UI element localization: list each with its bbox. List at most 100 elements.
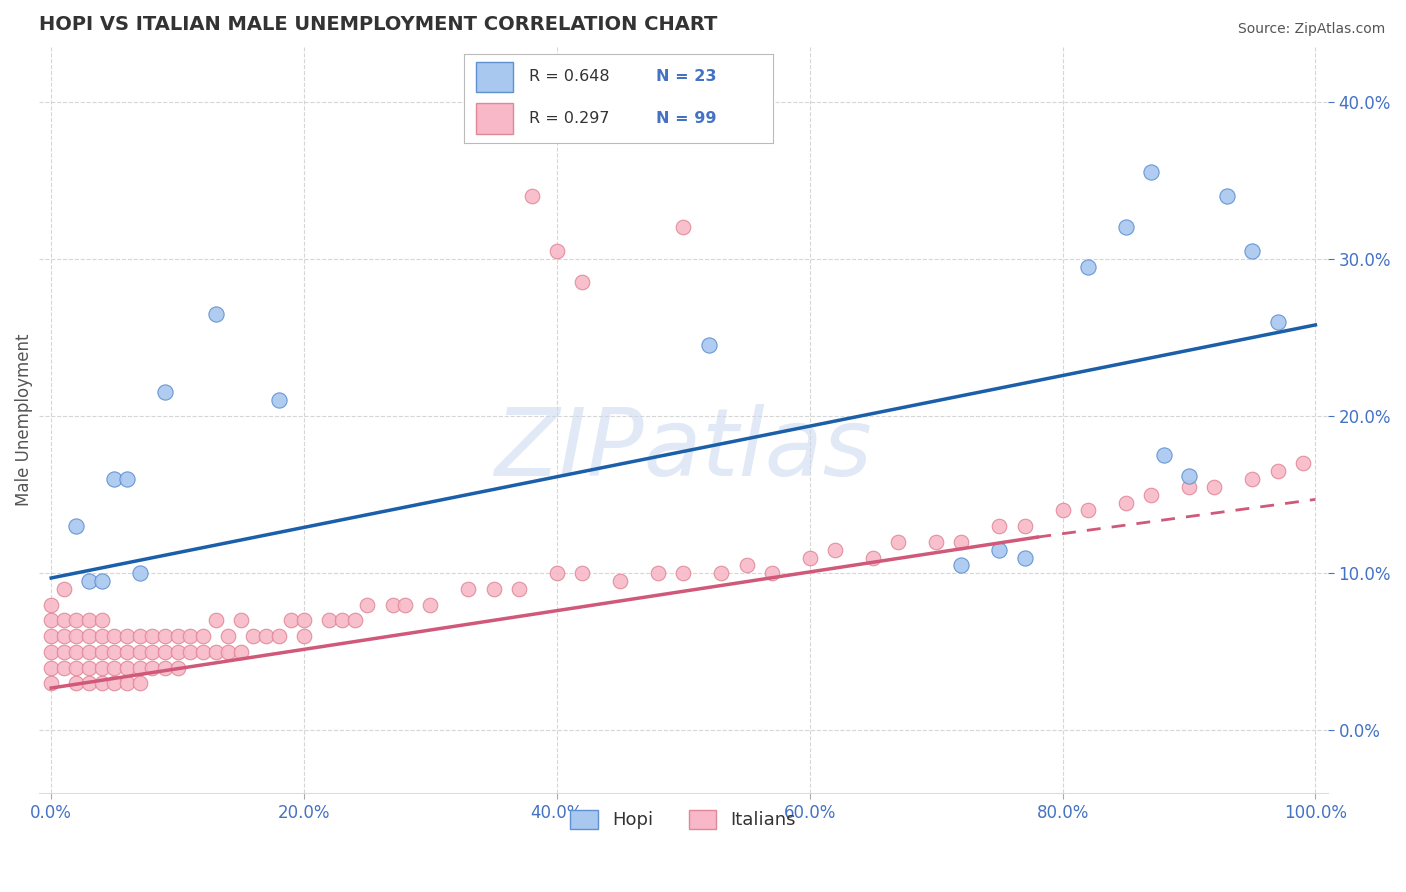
Point [90,629,112,643]
Point [343,614,366,628]
Point [229,645,252,659]
Point [153,629,176,643]
Text: N = 23: N = 23 [655,70,716,84]
Point [988,542,1011,557]
Point [90,660,112,674]
Point [39,598,62,612]
Point [292,629,315,643]
Point [141,660,163,674]
Point [457,582,479,596]
Text: HOPI VS ITALIAN MALE UNEMPLOYMENT CORRELATION CHART: HOPI VS ITALIAN MALE UNEMPLOYMENT CORREL… [38,15,717,34]
Point [52,660,75,674]
FancyBboxPatch shape [477,103,513,134]
Point [1216,189,1239,203]
Point [381,598,404,612]
Point [52,629,75,643]
Point [1052,503,1074,517]
Point [115,676,138,690]
Point [571,276,593,290]
Point [482,582,505,596]
Point [65,660,87,674]
Text: R = 0.297: R = 0.297 [529,112,609,126]
Point [77,660,100,674]
Point [520,189,543,203]
Point [710,566,733,581]
Point [39,645,62,659]
Point [90,574,112,588]
Point [90,676,112,690]
Point [103,629,125,643]
Point [166,660,188,674]
Point [988,519,1011,533]
Point [1241,244,1264,258]
Point [153,385,176,400]
Point [217,629,239,643]
Point [52,614,75,628]
Point [103,472,125,486]
Text: ZIPatlas: ZIPatlas [495,404,872,495]
Point [1267,464,1289,478]
Point [1077,260,1099,274]
Point [1115,495,1137,509]
Point [254,629,277,643]
Point [115,660,138,674]
Point [191,645,214,659]
Point [318,614,340,628]
Y-axis label: Male Unemployment: Male Unemployment [15,334,32,507]
Point [77,629,100,643]
Point [204,307,226,321]
Point [672,566,695,581]
Point [697,338,720,352]
Point [128,645,150,659]
Point [1178,480,1201,494]
Point [356,598,378,612]
Point [267,393,290,408]
Point [267,629,290,643]
Text: N = 99: N = 99 [655,112,716,126]
Point [609,574,631,588]
Text: Source: ZipAtlas.com: Source: ZipAtlas.com [1237,22,1385,37]
Point [39,614,62,628]
Point [1241,472,1264,486]
Point [1178,468,1201,483]
Point [90,614,112,628]
FancyBboxPatch shape [477,62,513,92]
Point [1153,449,1175,463]
Point [330,614,353,628]
Legend: Hopi, Italians: Hopi, Italians [564,803,803,837]
Point [950,558,973,573]
Point [204,614,226,628]
Point [1077,503,1099,517]
Point [925,534,948,549]
Point [735,558,758,573]
Point [292,614,315,628]
Point [1204,480,1226,494]
Point [887,534,910,549]
Point [77,676,100,690]
Point [128,629,150,643]
Point [242,629,264,643]
Point [90,645,112,659]
Point [1014,550,1036,565]
Point [166,629,188,643]
Point [128,676,150,690]
Point [862,550,884,565]
Point [39,660,62,674]
Point [179,629,201,643]
Point [280,614,302,628]
Point [153,660,176,674]
Point [950,534,973,549]
Point [65,645,87,659]
Point [39,629,62,643]
Point [103,645,125,659]
Point [394,598,416,612]
Point [103,676,125,690]
Point [546,244,568,258]
Point [65,519,87,533]
Point [77,574,100,588]
Point [141,629,163,643]
Point [1292,456,1315,470]
Point [65,614,87,628]
Point [65,629,87,643]
Point [128,660,150,674]
